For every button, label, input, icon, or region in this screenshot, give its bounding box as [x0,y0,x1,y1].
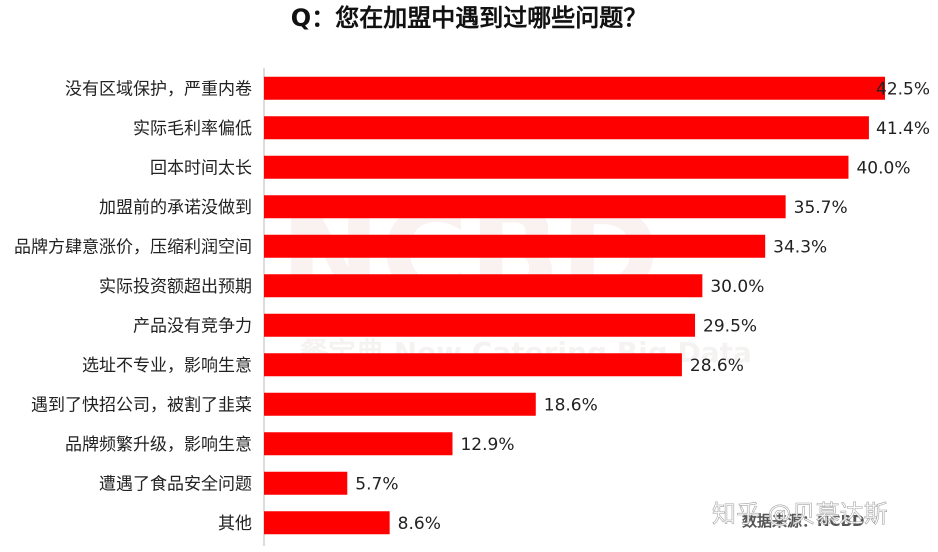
category-label: 回本时间太长 [150,158,252,178]
bar [264,274,703,298]
category-label: 遇到了快招公司，被割了韭菜 [31,395,252,415]
value-label: 41.4% [876,119,930,139]
category-label: 产品没有竞争力 [133,316,252,336]
value-label: 42.5% [876,79,930,99]
value-label: 30.0% [710,277,764,297]
category-label: 实际投资额超出预期 [99,277,252,297]
value-label: 5.7% [355,474,398,494]
value-label: 29.5% [703,316,757,336]
bar [264,116,869,140]
data-source: 数据来源：NCBD [742,512,864,530]
chart-title: Q：您在加盟中遇到过哪些问题？ [291,4,647,32]
bar [264,234,766,258]
value-label: 8.6% [398,514,441,534]
category-label: 品牌方肆意涨价，压缩利润空间 [14,237,252,257]
bar [264,432,453,456]
bar [264,195,786,219]
bar [264,353,682,377]
category-label: 没有区域保护，严重内卷 [65,79,252,99]
value-label: 40.0% [856,158,910,178]
category-label: 加盟前的承诺没做到 [99,198,252,218]
value-label: 34.3% [773,237,827,257]
value-label: 18.6% [544,395,598,415]
value-label: 28.6% [690,356,744,376]
zhihu-credit: 知乎 @贝慕达斯 [712,500,888,528]
category-label: 遭遇了食品安全问题 [99,474,252,494]
bar [264,392,536,416]
value-label: 12.9% [460,435,514,455]
category-label: 其他 [218,514,252,534]
bar [264,76,885,100]
value-label: 35.7% [794,198,848,218]
bar [264,471,348,495]
bar [264,155,849,179]
bar [264,313,696,337]
category-label: 品牌频繁升级，影响生意 [65,435,252,455]
category-label: 实际毛利率偏低 [133,119,252,139]
category-label: 选址不专业，影响生意 [82,356,252,376]
bar [264,511,390,535]
